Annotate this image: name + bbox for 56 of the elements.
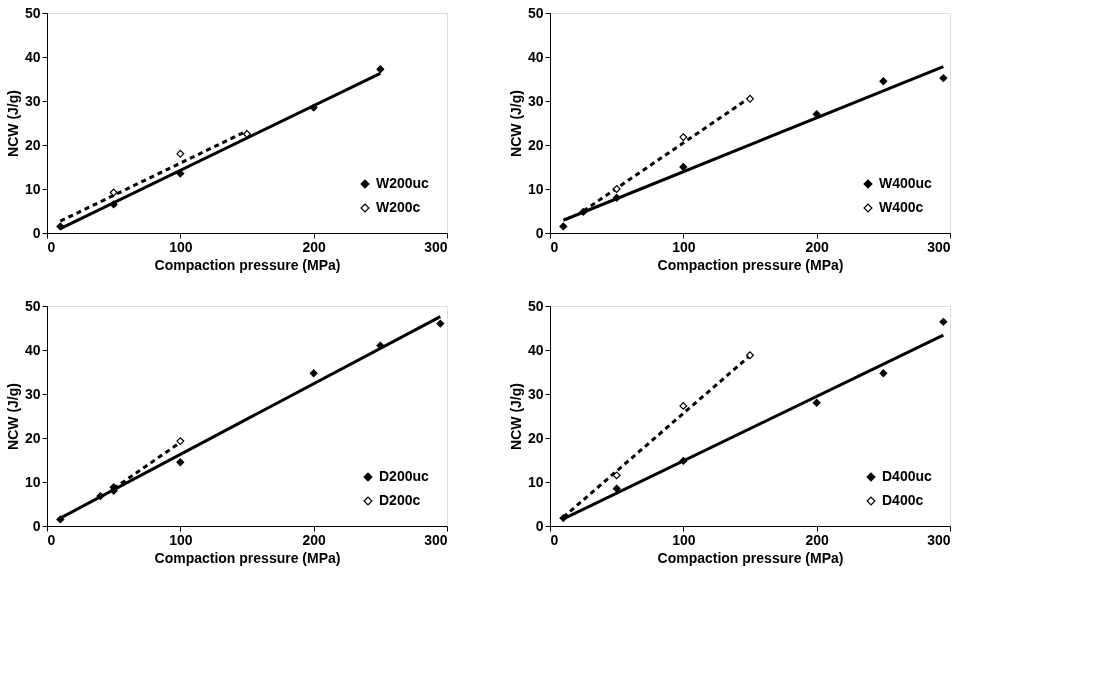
x-tick-label: 300	[424, 238, 448, 255]
x-axis-title: Compaction pressure (MPa)	[154, 549, 341, 566]
y-tick-label: 40	[527, 341, 544, 358]
y-tick-label: 10	[527, 180, 544, 197]
y-axis-title: NCW (J/g)	[4, 383, 21, 450]
y-tick-label: 10	[527, 473, 544, 490]
x-tick-label: 100	[672, 238, 696, 255]
x-tick-label: 0	[550, 238, 559, 255]
x-tick-label: 200	[805, 238, 830, 255]
y-tick-label: 20	[527, 429, 544, 446]
x-tick-label: 300	[927, 238, 951, 255]
x-tick-label: 200	[302, 531, 327, 548]
legend-label: D400c	[882, 492, 924, 508]
y-tick-label: 20	[527, 136, 544, 153]
y-tick-label: 10	[24, 473, 41, 490]
legend-label: D400uc	[882, 468, 933, 484]
y-tick-label: 40	[527, 48, 544, 65]
y-tick-label: 10	[24, 180, 41, 197]
y-tick-label: 50	[527, 4, 544, 21]
legend-label: W200c	[376, 199, 421, 215]
legend-label: D200uc	[379, 468, 430, 484]
x-tick-label: 100	[169, 531, 193, 548]
y-tick-label: 30	[527, 92, 544, 109]
y-axis-title: NCW (J/g)	[507, 90, 524, 157]
x-axis-title: Compaction pressure (MPa)	[657, 549, 844, 566]
x-tick-label: 0	[47, 238, 56, 255]
y-tick-label: 50	[527, 297, 544, 314]
x-tick-label: 100	[672, 531, 696, 548]
x-tick-label: 0	[550, 531, 559, 548]
legend-label: D200c	[379, 492, 421, 508]
y-tick-label: 30	[24, 385, 41, 402]
legend-label: W200uc	[376, 175, 430, 191]
y-axis-title: NCW (J/g)	[507, 383, 524, 450]
y-tick-label: 0	[535, 517, 544, 534]
y-tick-label: 50	[24, 4, 41, 21]
y-tick-label: 30	[24, 92, 41, 109]
x-tick-label: 300	[424, 531, 448, 548]
y-tick-label: 30	[527, 385, 544, 402]
legend-label: W400c	[879, 199, 924, 215]
x-tick-label: 200	[302, 238, 327, 255]
x-tick-label: 300	[927, 531, 951, 548]
y-tick-label: 50	[24, 297, 41, 314]
x-axis-title: Compaction pressure (MPa)	[657, 256, 844, 273]
y-tick-label: 40	[24, 48, 41, 65]
y-tick-label: 40	[24, 341, 41, 358]
legend-label: W400uc	[879, 175, 933, 191]
y-axis-title: NCW (J/g)	[4, 90, 21, 157]
x-tick-label: 200	[805, 531, 830, 548]
y-tick-label: 0	[32, 224, 41, 241]
x-tick-label: 0	[47, 531, 56, 548]
y-tick-label: 0	[535, 224, 544, 241]
x-tick-label: 100	[169, 238, 193, 255]
x-axis-title: Compaction pressure (MPa)	[154, 256, 341, 273]
y-tick-label: 0	[32, 517, 41, 534]
y-tick-label: 20	[24, 429, 41, 446]
y-tick-label: 20	[24, 136, 41, 153]
